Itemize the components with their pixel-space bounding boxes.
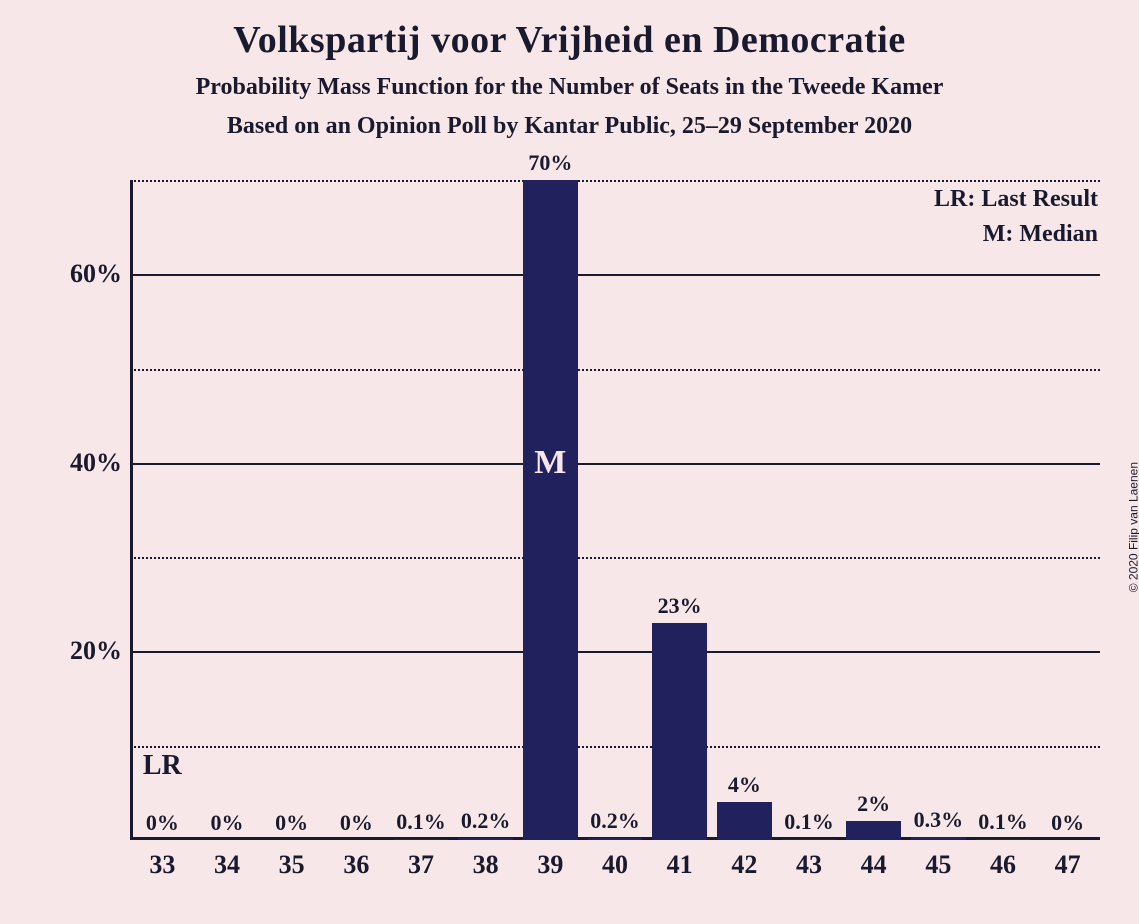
chart-title: Volkspartij voor Vrijheid en Democratie xyxy=(0,18,1139,62)
gridline-major xyxy=(130,274,1100,276)
x-tick-label: 35 xyxy=(279,850,305,880)
bar xyxy=(458,838,513,840)
bar-value-label: 23% xyxy=(658,593,702,619)
x-tick-label: 39 xyxy=(537,850,563,880)
y-tick-label: 20% xyxy=(50,636,122,666)
gridline-minor xyxy=(130,180,1100,182)
bar-value-label: 0% xyxy=(211,810,244,836)
chart-subtitle-2: Based on an Opinion Poll by Kantar Publi… xyxy=(0,113,1139,140)
gridline-minor xyxy=(130,557,1100,559)
bar xyxy=(846,821,901,840)
x-tick-label: 34 xyxy=(214,850,240,880)
gridline-major xyxy=(130,651,1100,653)
bar-value-label: 0% xyxy=(275,810,308,836)
bar xyxy=(717,802,772,840)
bar-value-label: 70% xyxy=(528,150,572,176)
median-mark: M xyxy=(534,444,566,482)
bar xyxy=(976,839,1031,840)
x-tick-label: 40 xyxy=(602,850,628,880)
bar-value-label: 0% xyxy=(1051,810,1084,836)
chart-subtitle-1: Probability Mass Function for the Number… xyxy=(0,74,1139,101)
x-tick-label: 38 xyxy=(473,850,499,880)
y-axis xyxy=(130,180,133,840)
copyright-text: © 2020 Filip van Laenen xyxy=(1126,462,1139,592)
gridline-minor xyxy=(130,369,1100,371)
bar-value-label: 0.2% xyxy=(590,808,640,834)
legend: LR: Last Result M: Median xyxy=(934,186,1098,256)
chart-container: LR: Last Result M: Median 20% 40% 60% 0% 33 L… xyxy=(50,180,1110,900)
bar xyxy=(782,839,837,840)
bar-value-label: 2% xyxy=(857,791,890,817)
x-tick-label: 37 xyxy=(408,850,434,880)
gridline-minor xyxy=(130,746,1100,748)
bar-value-label: 0.1% xyxy=(978,809,1028,835)
bar xyxy=(394,839,449,840)
y-tick-label: 60% xyxy=(50,259,122,289)
x-tick-label: 43 xyxy=(796,850,822,880)
x-tick-label: 36 xyxy=(343,850,369,880)
x-tick-label: 45 xyxy=(925,850,951,880)
x-tick-label: 47 xyxy=(1055,850,1081,880)
bar-value-label: 0.1% xyxy=(396,809,446,835)
bar xyxy=(523,180,578,840)
bar-value-label: 0% xyxy=(146,810,179,836)
y-tick-label: 40% xyxy=(50,448,122,478)
legend-lr: LR: Last Result xyxy=(934,186,1098,213)
x-tick-label: 46 xyxy=(990,850,1016,880)
x-tick-label: 42 xyxy=(731,850,757,880)
bar-value-label: 0.2% xyxy=(461,808,511,834)
legend-m: M: Median xyxy=(934,221,1098,248)
bar xyxy=(652,623,707,840)
bar-value-label: 0.3% xyxy=(914,807,964,833)
last-result-mark: LR xyxy=(143,750,182,782)
x-tick-label: 33 xyxy=(149,850,175,880)
gridline-major xyxy=(130,463,1100,465)
bar-value-label: 0.1% xyxy=(784,809,834,835)
bar xyxy=(588,838,643,840)
bar xyxy=(911,837,966,840)
bar-value-label: 4% xyxy=(728,772,761,798)
bar-value-label: 0% xyxy=(340,810,373,836)
x-tick-label: 44 xyxy=(861,850,887,880)
x-tick-label: 41 xyxy=(667,850,693,880)
